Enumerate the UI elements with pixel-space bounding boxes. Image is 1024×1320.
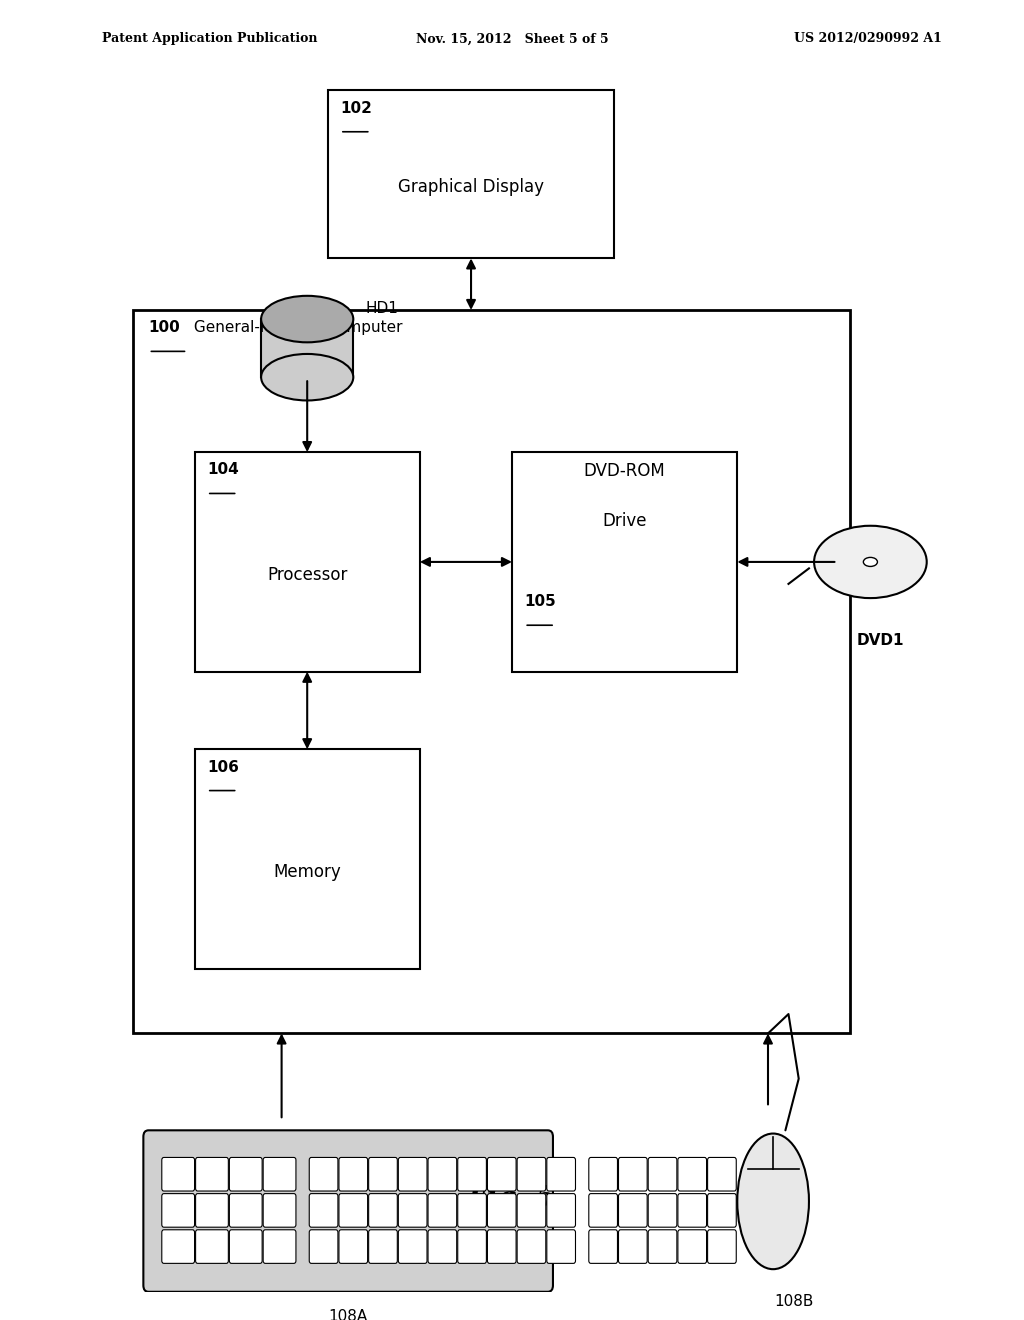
Ellipse shape	[863, 557, 878, 566]
FancyBboxPatch shape	[517, 1193, 546, 1228]
FancyBboxPatch shape	[708, 1230, 736, 1263]
FancyBboxPatch shape	[369, 1230, 397, 1263]
Bar	[512, 453, 737, 672]
FancyBboxPatch shape	[428, 1230, 457, 1263]
Text: Graphical Display: Graphical Display	[398, 178, 544, 197]
FancyBboxPatch shape	[196, 1193, 228, 1228]
FancyBboxPatch shape	[458, 1230, 486, 1263]
Text: US 2012/0290992 A1: US 2012/0290992 A1	[795, 32, 942, 45]
Text: 102: 102	[340, 100, 372, 116]
FancyBboxPatch shape	[648, 1158, 677, 1191]
Text: 108B: 108B	[774, 1295, 813, 1309]
FancyBboxPatch shape	[339, 1158, 368, 1191]
Text: 104: 104	[207, 462, 239, 478]
Text: Patent Application Publication: Patent Application Publication	[102, 32, 317, 45]
Text: 105: 105	[524, 594, 556, 610]
FancyBboxPatch shape	[547, 1230, 575, 1263]
FancyBboxPatch shape	[263, 1158, 296, 1191]
FancyBboxPatch shape	[398, 1193, 427, 1228]
Text: Drive: Drive	[602, 512, 647, 529]
FancyBboxPatch shape	[143, 1130, 553, 1292]
Text: 100: 100	[148, 321, 180, 335]
FancyBboxPatch shape	[428, 1193, 457, 1228]
FancyBboxPatch shape	[263, 1230, 296, 1263]
Text: Processor: Processor	[267, 566, 347, 583]
Bar	[195, 750, 420, 969]
FancyBboxPatch shape	[678, 1158, 707, 1191]
FancyBboxPatch shape	[229, 1158, 262, 1191]
Bar	[133, 310, 850, 1034]
FancyBboxPatch shape	[678, 1193, 707, 1228]
FancyBboxPatch shape	[708, 1193, 736, 1228]
FancyBboxPatch shape	[309, 1193, 338, 1228]
FancyBboxPatch shape	[458, 1193, 486, 1228]
FancyBboxPatch shape	[517, 1230, 546, 1263]
FancyBboxPatch shape	[678, 1230, 707, 1263]
Ellipse shape	[261, 354, 353, 400]
FancyBboxPatch shape	[309, 1158, 338, 1191]
Text: Memory: Memory	[273, 863, 341, 880]
Bar	[261, 319, 353, 378]
Text: General-Purpose Computer: General-Purpose Computer	[189, 321, 402, 335]
FancyBboxPatch shape	[229, 1193, 262, 1228]
FancyBboxPatch shape	[487, 1193, 516, 1228]
FancyBboxPatch shape	[398, 1158, 427, 1191]
FancyBboxPatch shape	[162, 1158, 195, 1191]
FancyBboxPatch shape	[162, 1193, 195, 1228]
FancyBboxPatch shape	[458, 1158, 486, 1191]
FancyBboxPatch shape	[196, 1230, 228, 1263]
FancyBboxPatch shape	[369, 1193, 397, 1228]
Text: DVD1: DVD1	[857, 634, 904, 648]
FancyBboxPatch shape	[517, 1158, 546, 1191]
FancyBboxPatch shape	[309, 1230, 338, 1263]
FancyBboxPatch shape	[428, 1158, 457, 1191]
Ellipse shape	[261, 296, 353, 342]
FancyBboxPatch shape	[589, 1158, 617, 1191]
FancyBboxPatch shape	[487, 1230, 516, 1263]
Ellipse shape	[814, 525, 927, 598]
Bar	[328, 91, 614, 259]
FancyBboxPatch shape	[487, 1158, 516, 1191]
FancyBboxPatch shape	[618, 1193, 647, 1228]
FancyBboxPatch shape	[398, 1230, 427, 1263]
FancyBboxPatch shape	[196, 1158, 228, 1191]
FancyBboxPatch shape	[648, 1193, 677, 1228]
FancyBboxPatch shape	[162, 1230, 195, 1263]
FancyBboxPatch shape	[589, 1230, 617, 1263]
Text: Fig. 5: Fig. 5	[468, 1185, 556, 1212]
Text: DVD-ROM: DVD-ROM	[584, 462, 666, 480]
Text: 106: 106	[207, 759, 239, 775]
Bar	[195, 453, 420, 672]
FancyBboxPatch shape	[339, 1193, 368, 1228]
Text: 108A: 108A	[329, 1308, 368, 1320]
FancyBboxPatch shape	[339, 1230, 368, 1263]
FancyBboxPatch shape	[589, 1193, 617, 1228]
Text: Nov. 15, 2012   Sheet 5 of 5: Nov. 15, 2012 Sheet 5 of 5	[416, 32, 608, 45]
FancyBboxPatch shape	[618, 1158, 647, 1191]
Ellipse shape	[737, 1134, 809, 1270]
FancyBboxPatch shape	[369, 1158, 397, 1191]
FancyBboxPatch shape	[547, 1193, 575, 1228]
FancyBboxPatch shape	[229, 1230, 262, 1263]
FancyBboxPatch shape	[648, 1230, 677, 1263]
FancyBboxPatch shape	[708, 1158, 736, 1191]
FancyBboxPatch shape	[547, 1158, 575, 1191]
FancyBboxPatch shape	[618, 1230, 647, 1263]
FancyBboxPatch shape	[263, 1193, 296, 1228]
Text: HD1: HD1	[366, 301, 398, 317]
